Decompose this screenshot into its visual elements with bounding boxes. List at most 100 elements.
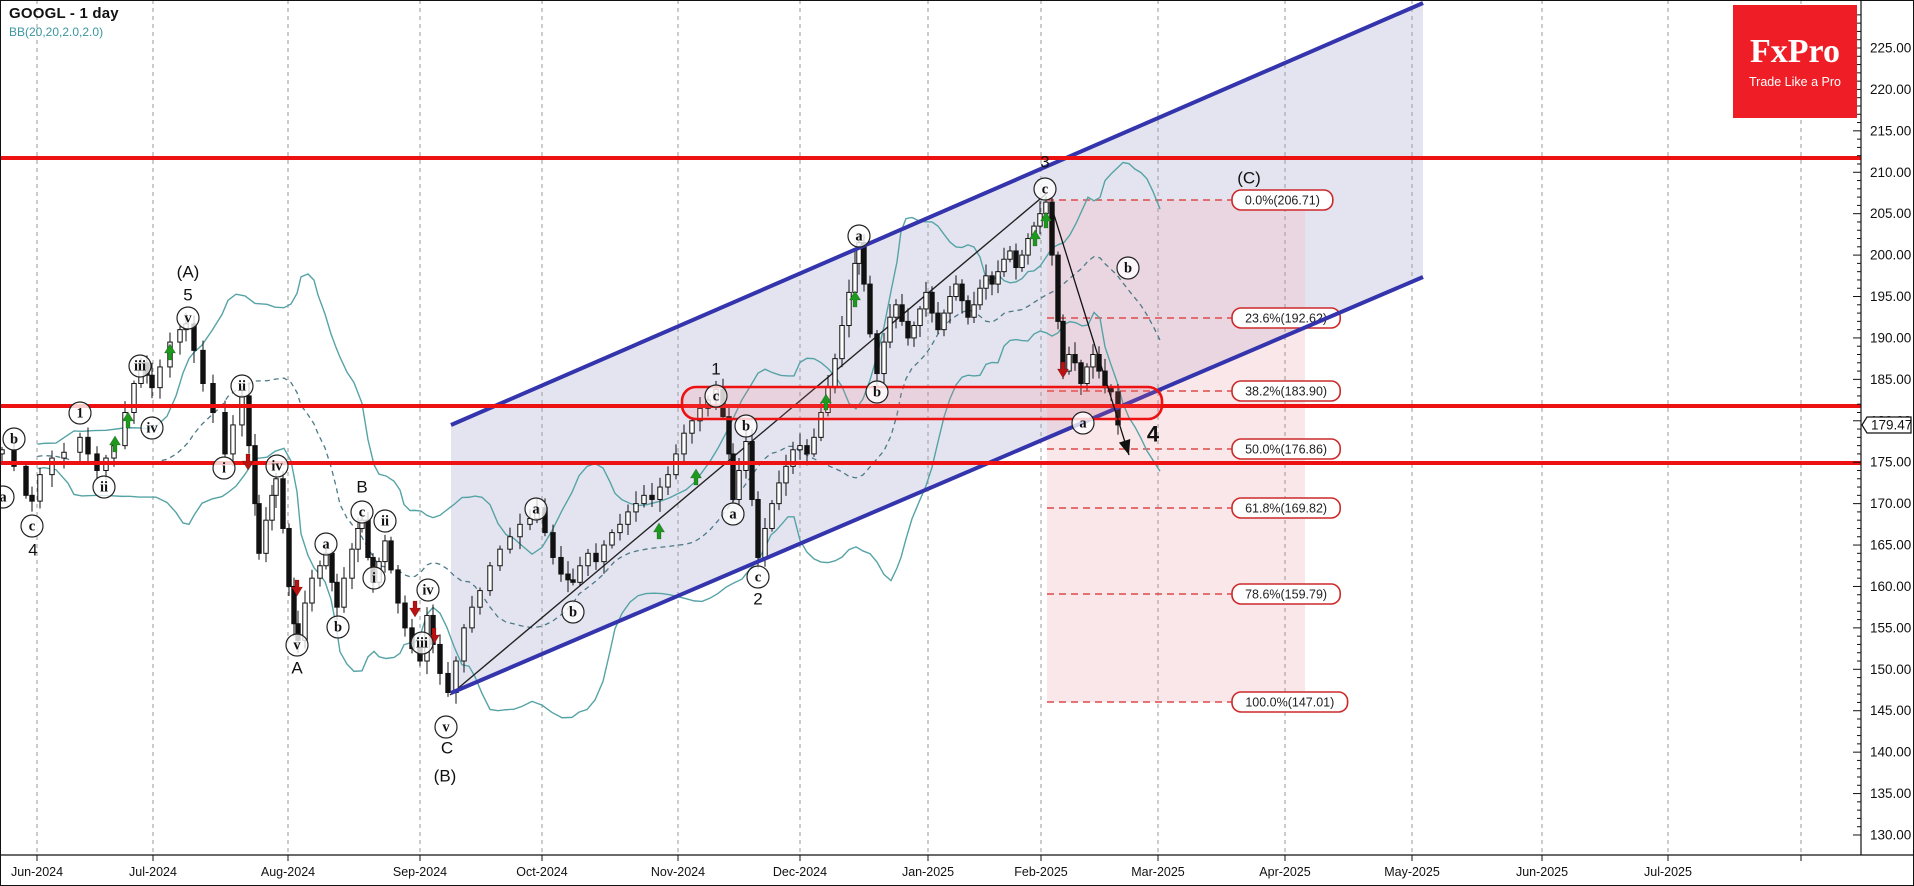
wave-label: b [865,380,889,404]
candle [177,323,183,355]
svg-text:B: B [356,478,367,497]
svg-text:(C): (C) [1237,169,1261,188]
candle [550,524,556,565]
svg-text:c: c [713,389,720,405]
price-axis-label: 185.00 [1870,372,1911,387]
price-axis-label: 220.00 [1870,82,1911,97]
fxpro-logo: FxPro Trade Like a Pro [1733,5,1857,118]
candle [355,517,361,563]
wave-label: b [734,414,758,438]
bollinger-middle-band [37,255,1161,629]
wave4-target-highlight-box [680,385,1164,421]
candle [1096,346,1102,379]
bollinger-bands [37,161,1161,719]
candle [445,661,451,697]
wave-label: iv [140,416,164,440]
buy-signal-arrow-icon [1039,211,1053,229]
svg-text:ii: ii [381,514,389,530]
time-axis-label: Jun-2025 [1516,865,1568,879]
svg-text:4: 4 [28,541,37,560]
candle [665,466,671,495]
wave-label: b [326,615,350,639]
candle [23,462,29,499]
wave-label: iii [128,354,152,378]
wave-label: (C) [1237,169,1261,188]
wave-label: 4 [28,541,37,560]
current-price-value: 179.47 [1871,418,1912,433]
svg-text:c: c [755,570,762,586]
candle [776,470,782,511]
candle [230,415,236,467]
bollinger-lower-band [37,311,1161,719]
candle [736,457,742,505]
candle [1013,243,1019,280]
candle [256,494,262,560]
candle [989,271,995,296]
svg-text:c: c [29,519,36,535]
svg-text:b: b [334,620,342,636]
time-axis-label: Jun-2024 [11,865,63,879]
candle [1019,249,1025,272]
candle [77,432,83,465]
svg-text:a: a [729,507,737,523]
svg-text:a: a [322,537,330,553]
candle [593,543,599,570]
price-axis-label: 155.00 [1870,620,1911,635]
candle [309,569,315,612]
svg-text:iv: iv [271,459,283,475]
wave-label: 4 [1147,422,1160,447]
wave-label: b [1116,256,1140,280]
current-price-badge: 179.47 [1861,416,1912,434]
candle [157,359,163,399]
candle [983,264,989,300]
candle [317,560,323,587]
buy-signal-arrow-icon [163,343,177,361]
candle [149,362,155,399]
fib-level-label: 23.6%(192.62) [1231,307,1341,329]
svg-text:C: C [441,739,453,758]
candle [929,286,935,323]
candle [200,340,206,392]
price-axis-label: 175.00 [1870,455,1911,470]
price-axis-label: 225.00 [1870,41,1911,56]
fxpro-tagline-text: Trade Like a Pro [1749,74,1841,89]
candle [29,486,35,512]
candle [689,417,695,444]
candle [497,545,503,572]
fib-level-label: 78.6%(159.79) [1231,583,1341,605]
candle [881,332,887,383]
candle [633,491,639,522]
price-axis-label: 130.00 [1870,827,1911,842]
price-axis-label: 165.00 [1870,538,1911,553]
wave-label: iv [416,578,440,602]
candle [965,295,971,325]
candle [769,500,775,532]
fib-level-label: 38.2%(183.90) [1231,380,1341,402]
svg-text:38.2%(183.90): 38.2%(183.90) [1245,385,1327,399]
candle [402,595,408,637]
candle [959,279,965,314]
wave-label: b [561,600,585,624]
candle [657,477,663,512]
wave-label: iii [410,631,434,655]
candle [601,540,607,574]
candle [874,330,880,387]
time-axis-label: Jul-2025 [1644,865,1692,879]
svg-text:A: A [291,659,303,678]
candle [122,401,128,450]
wave-label: A [291,659,303,678]
svg-text:2: 2 [753,590,762,609]
svg-text:3: 3 [1040,153,1049,172]
bollinger-indicator-label: BB(20,20,2.0,2.0) [9,25,104,39]
candle [641,484,647,508]
candle [839,315,845,368]
candle [37,467,43,509]
candle [818,402,824,442]
buy-signal-arrow-icon [848,290,862,308]
candle [222,400,228,458]
symbol-title: GOOGL - 1 day [9,5,119,22]
channel-upper-line [450,1,1424,427]
time-axis-label: Aug-2024 [261,865,315,879]
price-axis-label: 160.00 [1870,579,1911,594]
